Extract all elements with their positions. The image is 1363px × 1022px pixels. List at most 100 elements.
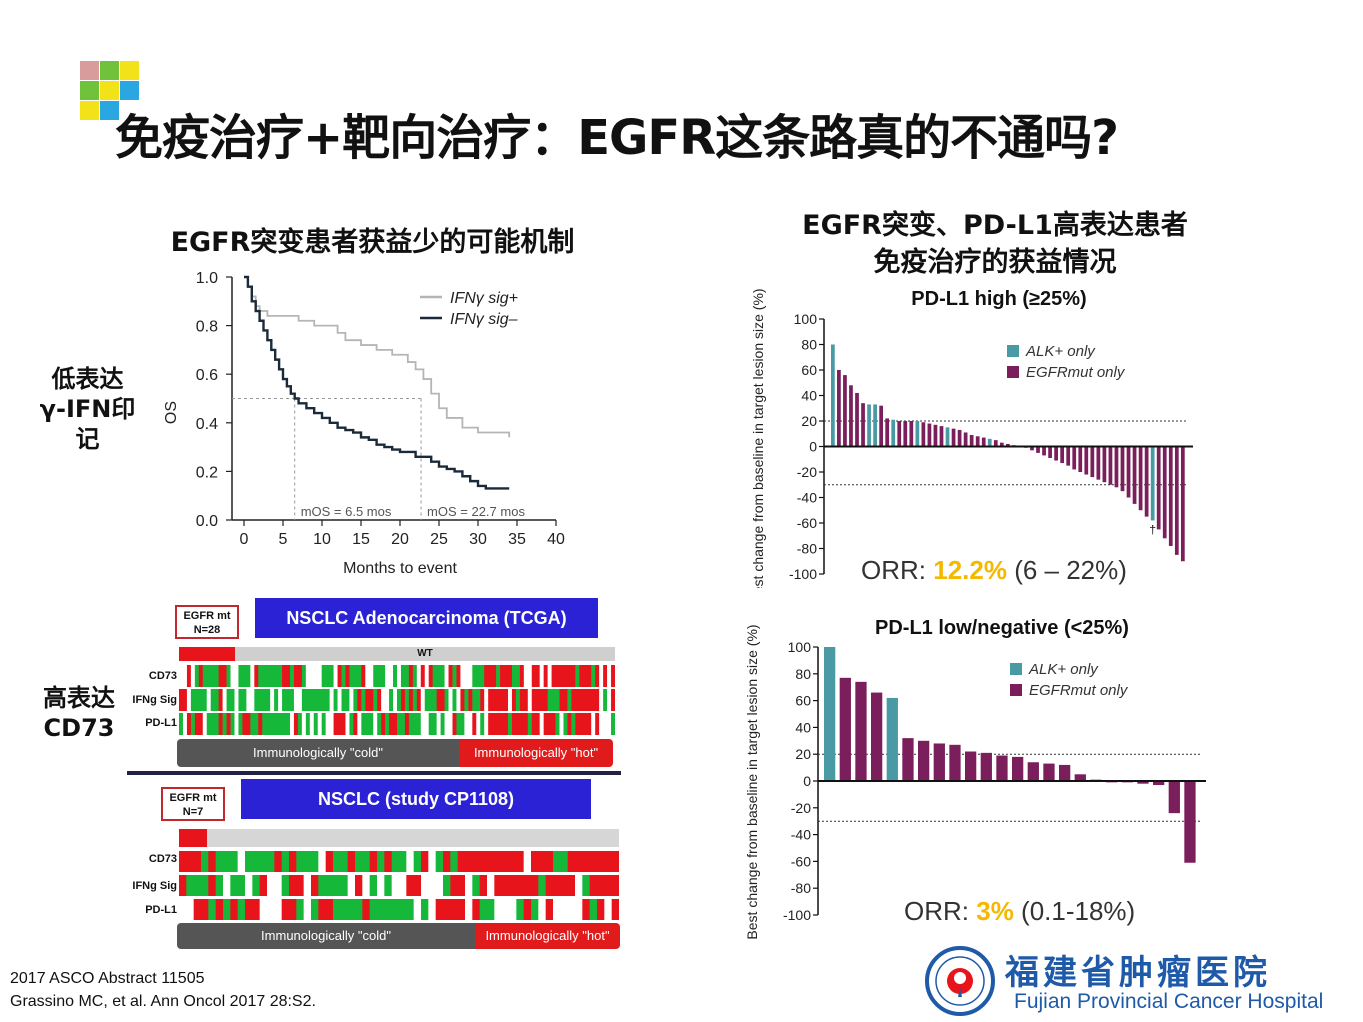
heatmap-cell (501, 875, 510, 896)
heatmap-cell (384, 899, 393, 920)
heatmap-cell (611, 851, 619, 872)
heatmap-cell (242, 689, 247, 711)
orr-prefix: ORR: (861, 555, 933, 585)
heatmap-cell (381, 665, 386, 687)
heatmap-cell (274, 665, 279, 687)
heatmap-cell (303, 851, 312, 872)
waterfall-bar (939, 426, 944, 447)
heatmap-cell (476, 713, 481, 735)
heatmap-cell (589, 851, 598, 872)
footnote-line1: 2017 ASCO Abstract 11505 (10, 970, 205, 987)
heatmap-cell (274, 899, 283, 920)
heatmap-cell (509, 899, 517, 920)
waterfall-bar (1168, 781, 1180, 814)
heatmap-cell (321, 713, 327, 735)
heatmap-cell (234, 713, 239, 735)
km-median-label: mOS = 22.7 mos (427, 504, 525, 519)
heatmap-cell (553, 875, 561, 896)
heatmap-cell (357, 665, 362, 687)
heatmap-cell (238, 713, 243, 735)
heatmap-cell (245, 851, 253, 872)
waterfall-bar (849, 385, 853, 447)
heatmap-cell (494, 851, 503, 872)
heatmap-cell (317, 713, 323, 735)
km-x-tick-label: 40 (547, 531, 565, 548)
km-x-tick-label: 15 (352, 531, 370, 548)
heatmap-cell (210, 713, 216, 735)
heatmap-cell (404, 689, 410, 711)
heatmap-cell (282, 713, 287, 735)
logo-square (80, 61, 99, 80)
right-title-line1: EGFR突变、PD-L1高表达患者 (802, 210, 1188, 241)
heatmap-cell (267, 851, 275, 872)
heatmap-cell (538, 899, 547, 920)
heatmap-cell (579, 665, 584, 687)
heatmap-cell (226, 689, 231, 711)
heatmap-cell (460, 665, 465, 687)
orr-prefix: ORR: (904, 896, 976, 926)
heatmap-cell (595, 689, 600, 711)
heatmap-cell (468, 713, 473, 735)
heatmap-cell (589, 875, 598, 896)
heatmap-cell (210, 689, 216, 711)
heatmap-cell (230, 689, 235, 711)
heatmap-cell (289, 875, 297, 896)
heatmap-cell (465, 875, 473, 896)
heatmap-cell (333, 689, 338, 711)
waterfall-bar (1054, 446, 1058, 461)
waterfall-bar (1180, 446, 1185, 562)
heatmap-cell (531, 713, 537, 735)
heatmap-cell (595, 713, 600, 735)
orr-value: 12.2% (933, 555, 1007, 585)
heatmap-cell (340, 899, 349, 920)
heatmap-cell (583, 713, 588, 735)
heatmap-cell (472, 899, 481, 920)
heatmap-cell (535, 713, 541, 735)
heatmap-cell (444, 713, 449, 735)
heatmap-cell (297, 713, 303, 735)
heatmap-cell (296, 899, 305, 920)
waterfall-legend-label: ALK+ only (1025, 343, 1096, 360)
heatmap-cell (274, 851, 283, 872)
waterfall-bar (980, 752, 992, 781)
heatmap-cell (545, 851, 554, 872)
heatmap-cell (377, 665, 382, 687)
heatmap-cell (325, 851, 334, 872)
waterfall-pdl1-high: PD-L1 high (≥25%) 100 80 60 40 20 0 -20 -40 -60 -8… (750, 288, 1193, 588)
heatmap-cell (202, 665, 208, 687)
km-y-axis-label: OS (163, 401, 180, 424)
waterfall-bar (915, 421, 920, 447)
heatmap-cell (400, 665, 406, 687)
heatmap-cell (309, 713, 315, 735)
label-high-cd73-line1: 高表达 (43, 684, 115, 712)
heatmap-cell (523, 875, 532, 896)
right-title-line2: 免疫治疗的获益情况 (873, 247, 1117, 278)
heatmap-cell (567, 689, 572, 711)
waterfall-bar (933, 743, 945, 781)
heatmap-cell (553, 851, 561, 872)
heatmap-cell (424, 665, 430, 687)
tcga-mt-n: N=28 (193, 624, 221, 636)
heatmap-cell (341, 665, 346, 687)
heatmap-cell (301, 689, 307, 711)
km-series-line (244, 276, 511, 438)
heatmap-cell (349, 665, 354, 687)
heatmap-cell (408, 713, 414, 735)
heatmap-divider (127, 771, 621, 775)
heatmap-cell (575, 851, 583, 872)
heatmap-cell (404, 713, 410, 735)
heatmap-cell (464, 713, 469, 735)
heatmap-cell (345, 665, 350, 687)
heatmap-cell (406, 899, 415, 920)
heatmap-cell (369, 713, 374, 735)
tcga-cold-bar: Immunologically "cold" (177, 739, 459, 767)
cp1108-wt-bar (207, 829, 619, 847)
heatmap-cell (237, 899, 246, 920)
heatmap-cell (282, 689, 287, 711)
km-x-tick-label: 0 (240, 531, 249, 548)
heatmap-cell (201, 851, 209, 872)
heatmap-cell (567, 899, 576, 920)
heatmap-cell (456, 689, 461, 711)
heatmap-cell (254, 689, 259, 711)
heatmap-cell (194, 665, 200, 687)
